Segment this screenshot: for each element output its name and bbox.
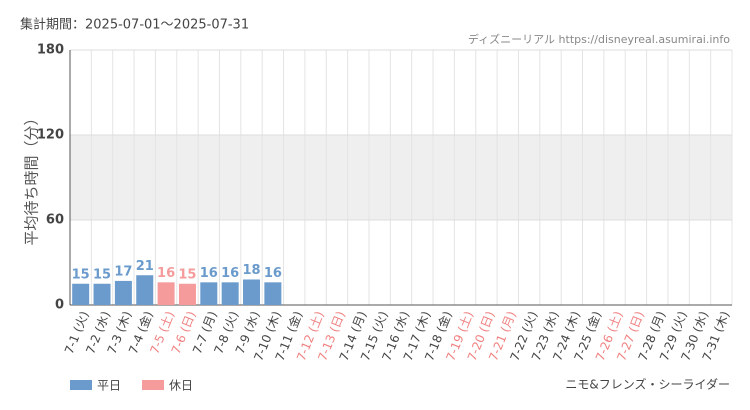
bar bbox=[200, 282, 218, 305]
value-label: 15 bbox=[178, 267, 196, 282]
bar bbox=[264, 282, 282, 305]
period: 集計期間：2025-07-01～2025-07-31 bbox=[20, 17, 249, 33]
bar bbox=[136, 275, 154, 305]
source: ディズニーリアル https://disneyreal.asumirai.inf… bbox=[468, 32, 730, 46]
bar bbox=[93, 283, 111, 305]
legend-swatch bbox=[142, 380, 164, 390]
value-label: 15 bbox=[72, 267, 90, 282]
bar bbox=[178, 283, 196, 305]
y-tick-label: 180 bbox=[37, 43, 64, 58]
value-label: 21 bbox=[136, 259, 154, 274]
y-tick-label: 60 bbox=[46, 213, 64, 228]
bar bbox=[243, 279, 261, 305]
value-label: 16 bbox=[200, 266, 218, 281]
y-tick-label: 0 bbox=[55, 298, 64, 313]
bar bbox=[221, 282, 239, 305]
value-label: 17 bbox=[114, 264, 132, 279]
legend-swatch bbox=[70, 380, 92, 390]
value-label: 15 bbox=[93, 267, 111, 282]
legend-label: 休日 bbox=[169, 379, 193, 393]
attraction-name: ニモ&フレンズ・シーライダー bbox=[565, 377, 730, 392]
value-label: 18 bbox=[242, 263, 260, 278]
legend-label: 平日 bbox=[97, 379, 121, 393]
y-axis-label: 平均待ち時間（分） bbox=[23, 110, 41, 245]
shaded-band bbox=[70, 135, 732, 220]
bar bbox=[72, 283, 90, 305]
value-label: 16 bbox=[221, 266, 239, 281]
value-label: 16 bbox=[264, 266, 282, 281]
y-tick-label: 120 bbox=[37, 128, 64, 143]
bar bbox=[157, 282, 175, 305]
bar bbox=[114, 280, 132, 305]
value-label: 16 bbox=[157, 266, 175, 281]
